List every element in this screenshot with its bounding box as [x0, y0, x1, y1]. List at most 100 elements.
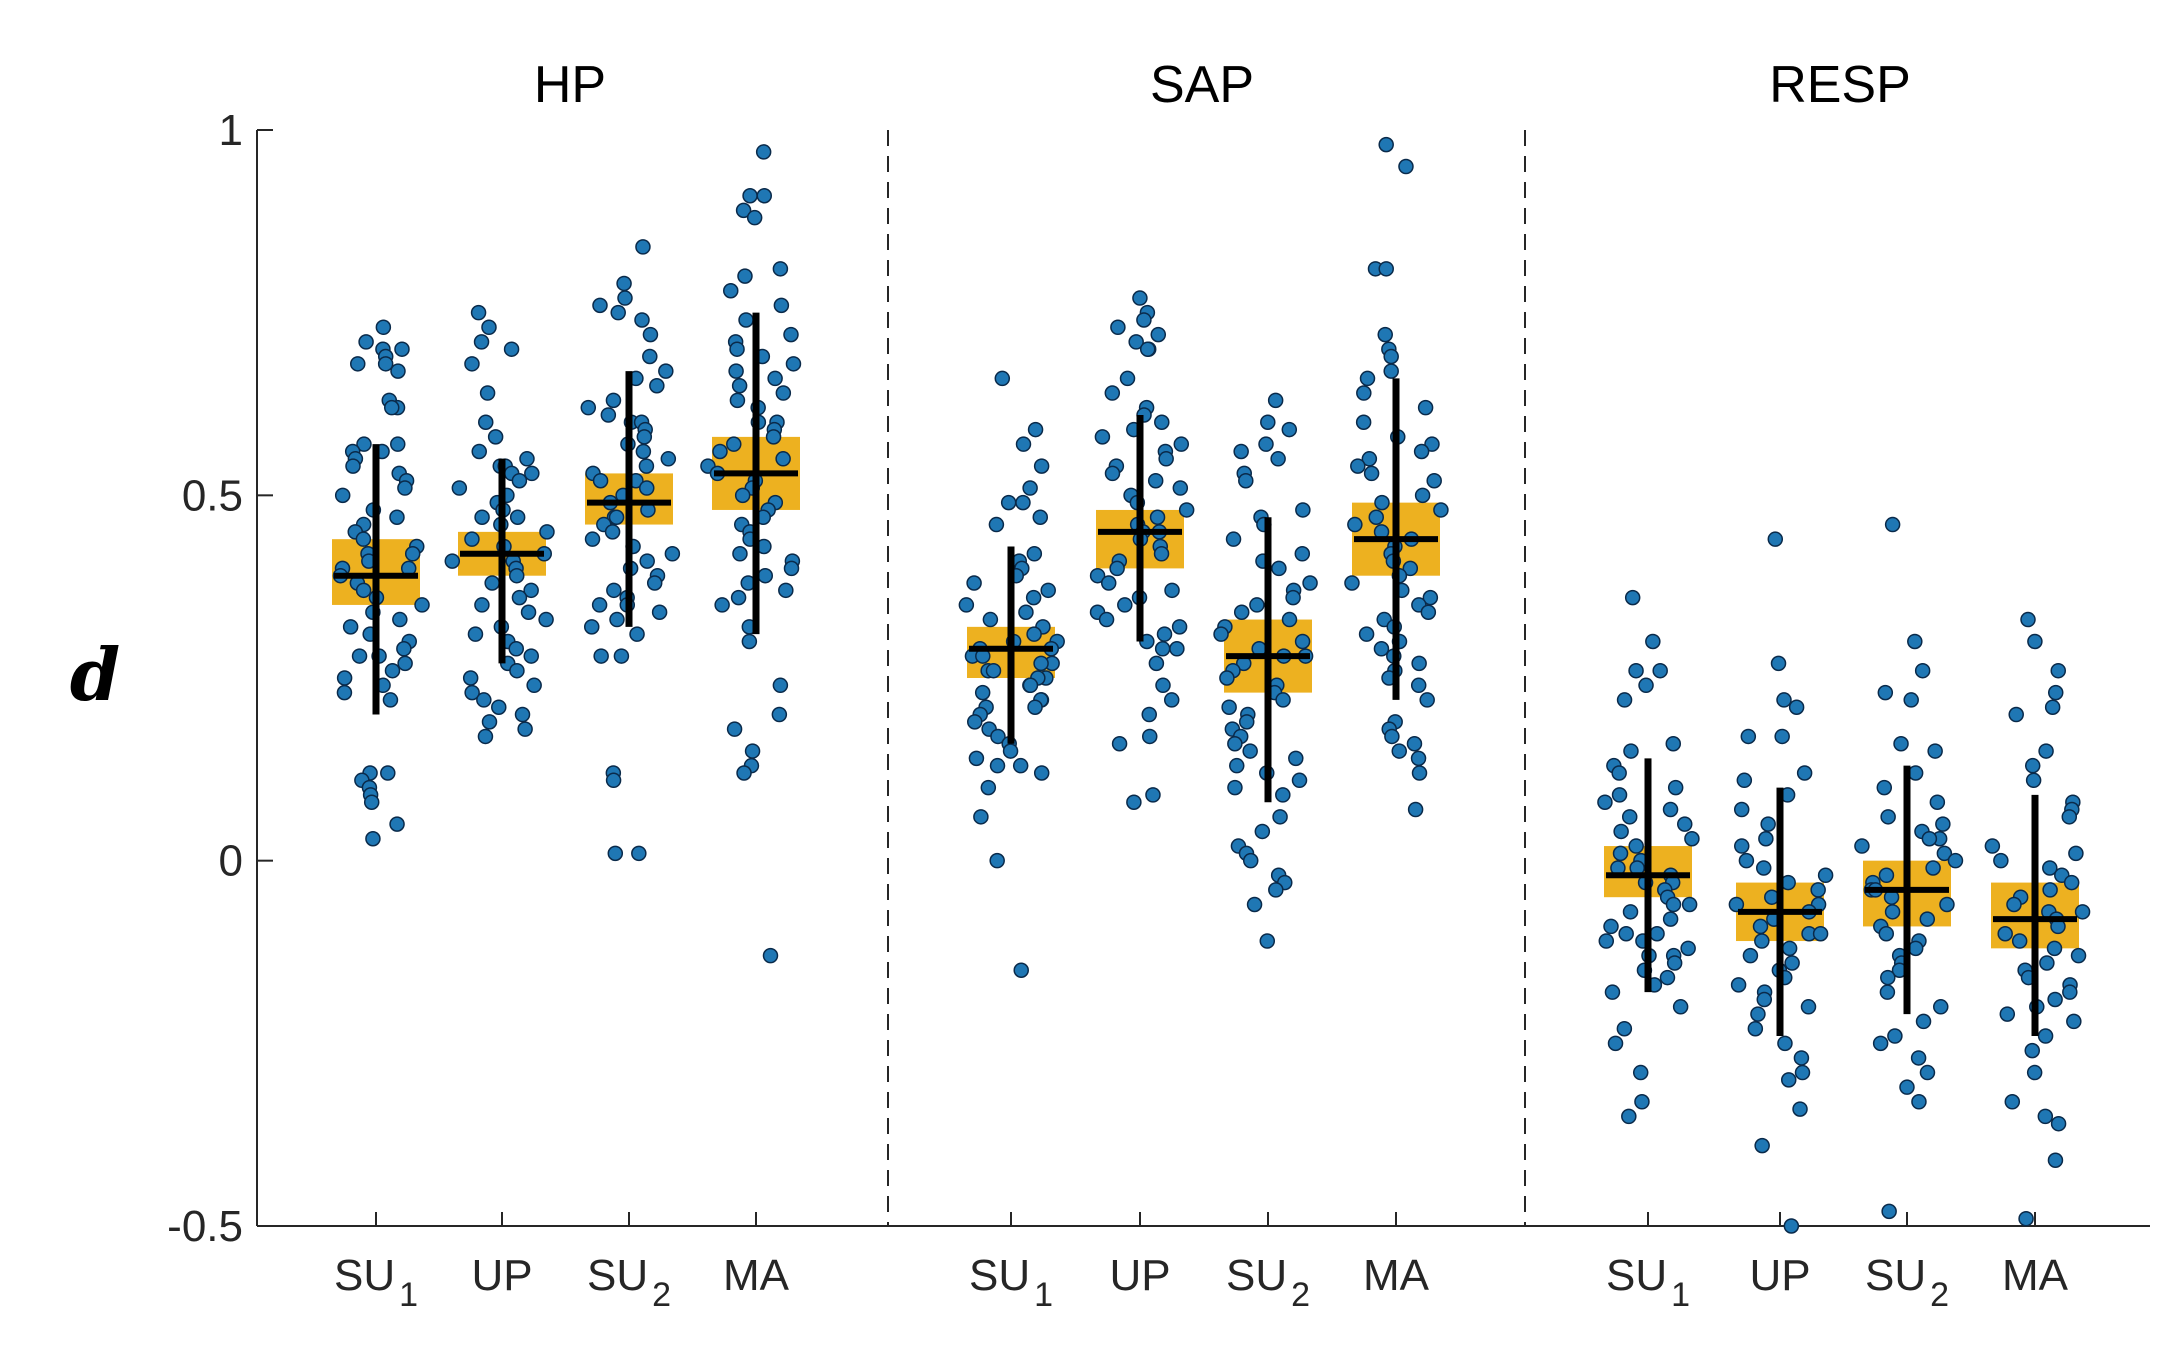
data-point: [1939, 896, 1955, 913]
data-point: [592, 297, 608, 314]
data-point: [755, 144, 772, 160]
data-point: [1407, 801, 1424, 818]
data-point: [2066, 1013, 2082, 1030]
data-point: [2074, 904, 2091, 920]
data-point: [642, 326, 659, 343]
data-point: [1117, 597, 1133, 613]
data-point: [1233, 604, 1250, 620]
data-point: [1684, 830, 1700, 847]
data-point: [1877, 684, 1894, 701]
data-point: [1272, 809, 1288, 825]
data-point: [1022, 480, 1038, 496]
data-point: [1728, 896, 1745, 913]
data-point: [1219, 670, 1235, 686]
x-tick-label: SU 1: [334, 1251, 418, 1314]
data-point: [785, 356, 802, 372]
data-point: [1411, 765, 1428, 781]
data-point: [1126, 794, 1142, 810]
data-point: [1915, 1013, 1932, 1030]
data-point: [730, 589, 747, 606]
data-point: [1878, 867, 1895, 884]
data-point: [1652, 662, 1668, 679]
data-point: [1015, 494, 1031, 511]
data-point: [508, 567, 525, 584]
data-point: [1249, 597, 1265, 613]
data-point: [1794, 1064, 1811, 1081]
data-point: [1914, 662, 1931, 679]
data-point: [1603, 918, 1619, 935]
data-point: [1879, 984, 1896, 1000]
data-point: [729, 341, 745, 357]
data-point: [1384, 728, 1400, 745]
data-point: [1796, 765, 1813, 781]
data-point: [1993, 852, 2009, 869]
data-point: [778, 582, 794, 599]
data-point: [470, 304, 487, 321]
data-point: [1597, 794, 1613, 810]
data-point: [731, 377, 748, 394]
data-point: [491, 699, 507, 715]
data-point: [1156, 626, 1173, 642]
data-point: [1259, 933, 1276, 949]
data-point: [664, 546, 681, 562]
data-point: [1169, 641, 1185, 657]
data-point: [523, 648, 539, 664]
data-point: [1295, 502, 1311, 518]
data-point: [1420, 604, 1437, 620]
data-point: [2026, 1064, 2043, 1081]
data-point: [772, 677, 789, 694]
data-point: [1141, 706, 1157, 723]
data-point: [1665, 896, 1682, 913]
data-point: [1242, 743, 1258, 759]
data-point: [1238, 714, 1255, 730]
data-point: [375, 319, 392, 336]
data-point: [377, 356, 394, 372]
data-point: [607, 845, 624, 862]
data-point: [1611, 765, 1627, 781]
data-point: [1760, 816, 1776, 832]
data-point: [1148, 655, 1165, 672]
data-point: [1616, 1020, 1633, 1037]
data-point: [2008, 706, 2024, 723]
data-point: [382, 692, 399, 708]
data-point: [1634, 1094, 1650, 1110]
data-point: [1907, 940, 1924, 957]
data-point: [1903, 692, 1919, 708]
data-point: [1740, 728, 1757, 745]
data-point: [1012, 757, 1029, 774]
data-point: [1776, 692, 1792, 708]
data-point: [1910, 1050, 1927, 1066]
panel-title-sap: SAP: [1150, 56, 1254, 114]
data-point: [1747, 1020, 1764, 1037]
data-point: [1347, 516, 1363, 533]
data-point: [389, 816, 405, 832]
data-point: [1810, 882, 1826, 898]
data-point: [474, 597, 490, 613]
data-point: [1358, 626, 1375, 642]
data-point: [958, 597, 975, 613]
data-point: [605, 392, 622, 409]
x-tick-label: MA: [723, 1251, 790, 1300]
data-point: [636, 429, 653, 445]
data-point: [1361, 451, 1378, 467]
data-point: [2047, 1152, 2064, 1168]
y-tick-label: 0.5: [182, 471, 243, 520]
data-point: [1145, 787, 1161, 803]
data-point: [605, 772, 622, 789]
data-point: [1880, 809, 1896, 825]
data-point: [1887, 1028, 1903, 1044]
data-point: [1141, 728, 1158, 745]
data-point: [985, 662, 1002, 679]
data-point: [1018, 604, 1034, 620]
data-point: [444, 553, 461, 569]
data-point: [394, 341, 410, 357]
data-point: [1624, 589, 1641, 606]
data-point: [1649, 925, 1665, 942]
data-point: [606, 582, 622, 599]
data-point: [1136, 312, 1152, 328]
data-point: [1666, 955, 1683, 971]
data-point: [1733, 801, 1750, 818]
data-point: [2024, 757, 2041, 774]
data-point: [1417, 399, 1434, 416]
